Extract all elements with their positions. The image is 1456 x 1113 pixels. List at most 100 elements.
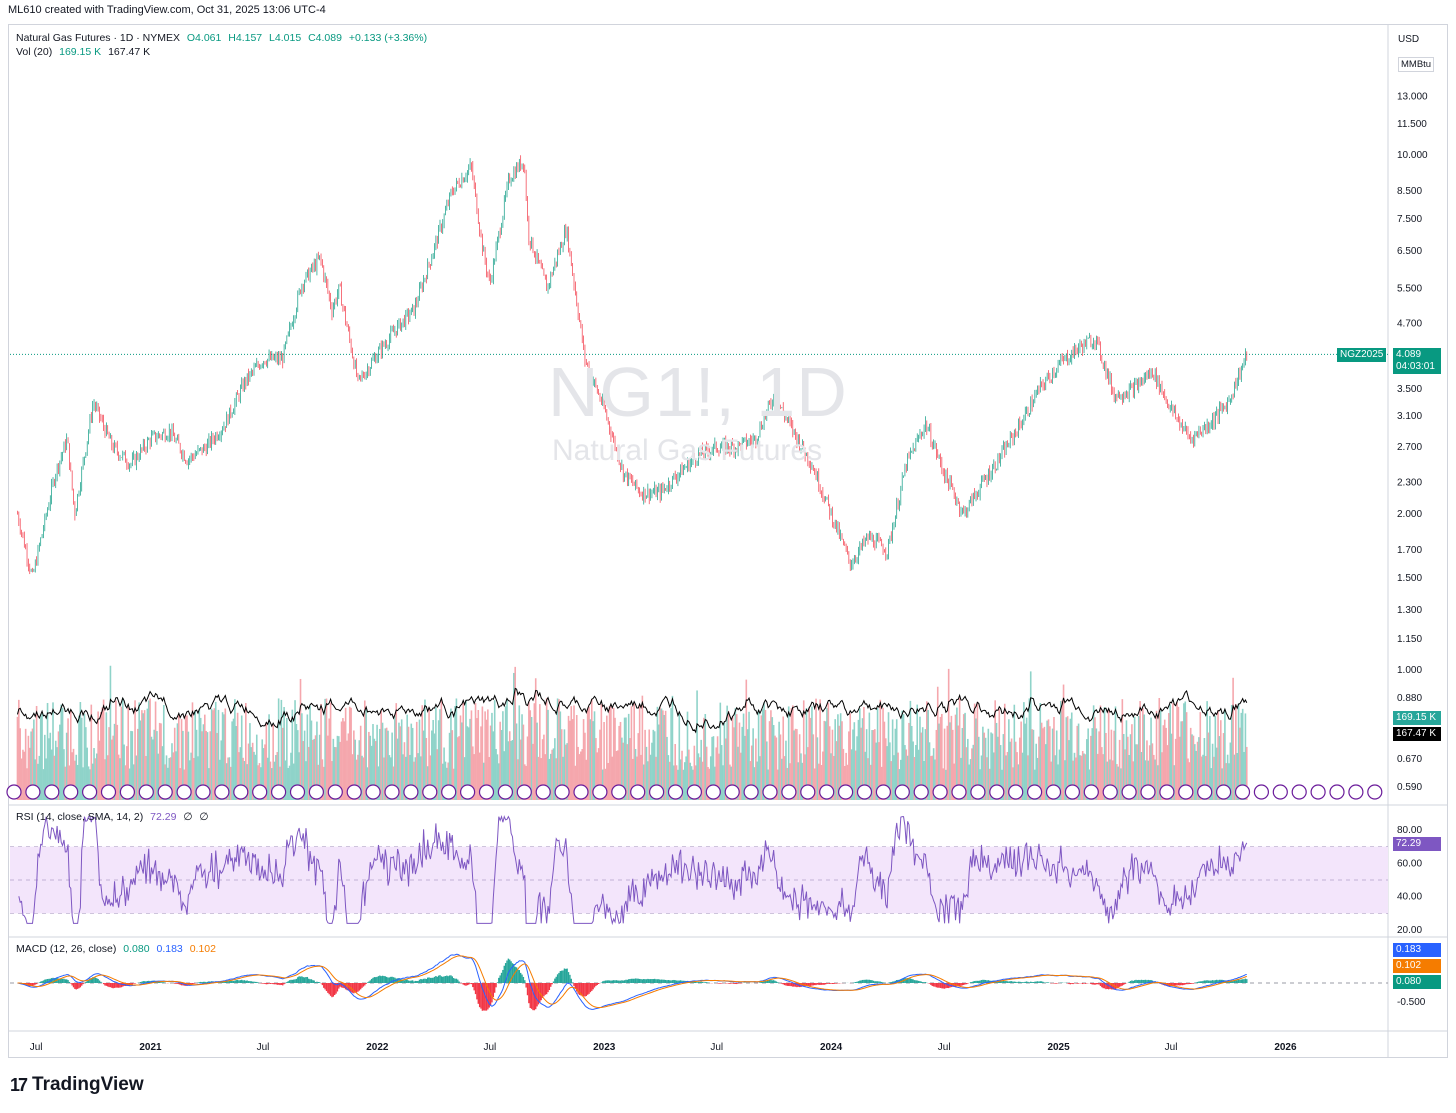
ohlc-change: +0.133 (+3.36%): [348, 32, 428, 44]
volume-value-2: 167.47 K: [108, 46, 151, 58]
rsi-empty-2: ∅: [199, 811, 209, 823]
price-tick-label: 1.300: [1397, 605, 1422, 616]
macd-tag-1: 0.183: [1393, 943, 1441, 957]
event-marker-icon: [195, 784, 211, 800]
event-marker-icon: [1329, 784, 1345, 800]
event-marker-icon: [176, 784, 192, 800]
event-marker-icon: [1291, 784, 1307, 800]
symbol-title: Natural Gas Futures · 1D · NYMEX: [16, 32, 180, 44]
symbol-legend[interactable]: Natural Gas Futures · 1D · NYMEX O4.061 …: [16, 32, 431, 44]
ohlc-close: C4.089: [308, 32, 342, 44]
event-marker-icon: [762, 784, 778, 800]
macd-tag-2: 0.102: [1393, 959, 1441, 973]
event-marker-icon: [384, 784, 400, 800]
rsi-tick-label: 40.00: [1397, 892, 1422, 903]
tradingview-logo-icon: 17: [10, 1074, 28, 1095]
volume-label: Vol (20): [16, 46, 53, 58]
event-marker-icon: [422, 784, 438, 800]
macd-value-3: 0.102: [189, 943, 216, 955]
rsi-tick-label: 20.00: [1397, 925, 1422, 936]
time-tick-label: 2021: [139, 1042, 162, 1053]
macd-legend[interactable]: MACD (12, 26, close) 0.080 0.183 0.102: [16, 943, 220, 955]
event-marker-icon: [686, 784, 703, 800]
time-tick-label: 2022: [366, 1042, 389, 1053]
event-marker-icon: [1064, 784, 1081, 800]
event-marker-icon: [25, 784, 41, 800]
symbol-watermark: NG1!, 1D: [548, 353, 848, 431]
event-marker-icon: [932, 784, 948, 800]
rsi-tag: 72.29: [1393, 837, 1441, 851]
event-marker-icon: [1140, 784, 1156, 800]
event-marker-icon: [894, 784, 910, 800]
event-marker-icon: [875, 784, 892, 800]
event-marker-icon: [157, 784, 173, 800]
event-marker-icon: [252, 784, 268, 800]
price-tick-label: 6.500: [1397, 246, 1422, 257]
ohlc-low: L4.015: [269, 32, 302, 44]
macd-value-1: 0.080: [123, 943, 150, 955]
event-marker-icon: [441, 784, 457, 800]
event-marker-icon: [781, 784, 797, 800]
symbol-watermark-sub: Natural Gas Futures: [552, 434, 823, 467]
event-marker-icon: [837, 784, 854, 800]
event-marker-icon: [1215, 784, 1232, 800]
price-tick-label: 8.500: [1397, 186, 1422, 197]
event-marker-icon: [403, 784, 419, 800]
event-marker-icon: [289, 784, 306, 800]
time-tick-label: Jul: [30, 1042, 43, 1053]
event-marker-icon: [913, 784, 929, 800]
time-tick-label: Jul: [1165, 1042, 1178, 1053]
ohlc-high: H4.157: [228, 32, 263, 44]
price-tag-countdown: 04:03:01: [1396, 361, 1435, 372]
event-marker-icon: [573, 784, 589, 800]
event-marker-icon: [81, 784, 98, 800]
rsi-value: 72.29: [150, 811, 177, 823]
volume-legend[interactable]: Vol (20) 169.15 K 167.47 K: [16, 46, 154, 58]
price-tick-label: 11.500: [1397, 119, 1427, 130]
price-tag-value: 4.089: [1396, 349, 1422, 360]
volume-ma-line: [16, 687, 1248, 734]
event-marker-icon: [138, 784, 154, 800]
event-marker-icon: [648, 784, 665, 800]
event-marker-icon: [856, 784, 873, 800]
event-marker-icon: [44, 784, 60, 800]
event-marker-icon: [1367, 784, 1383, 800]
ohlc-open: O4.061: [186, 32, 222, 44]
time-tick-label: 2023: [593, 1042, 616, 1053]
event-marker-icon: [819, 784, 835, 800]
volume-tag-1: 169.15 K: [1393, 711, 1441, 725]
event-marker-icon: [271, 784, 287, 800]
event-marker-icon: [970, 784, 986, 800]
volume-tag-2: 167.47 K: [1393, 727, 1441, 741]
unit-label[interactable]: MMBtu: [1398, 57, 1435, 72]
time-tick-label: Jul: [257, 1042, 270, 1053]
rsi-tick-label: 60.00: [1397, 858, 1422, 869]
event-marker-icon: [705, 784, 721, 800]
event-marker-icon: [1083, 784, 1099, 800]
price-tick-label: 3.100: [1397, 411, 1422, 422]
event-marker-icon: [630, 784, 646, 800]
event-marker-icon: [1008, 784, 1024, 800]
event-marker-icon: [1310, 784, 1326, 800]
event-marker-icon: [592, 784, 608, 800]
price-tick-label: 7.500: [1397, 214, 1422, 225]
event-marker-icon: [800, 784, 816, 800]
tradingview-brand[interactable]: 17 TradingView: [10, 1074, 144, 1096]
event-marker-icon: [497, 784, 513, 800]
time-tick-label: 2026: [1274, 1042, 1297, 1053]
price-tick-label: 1.000: [1397, 665, 1422, 676]
macd-line: [17, 953, 1247, 1010]
price-tick-label: 2.700: [1397, 442, 1422, 453]
time-tick-label: Jul: [483, 1042, 496, 1053]
event-marker-icon: [119, 784, 136, 800]
price-tick-label: 2.300: [1397, 478, 1422, 489]
currency-label[interactable]: USD: [1398, 34, 1420, 45]
event-marker-icon: [989, 784, 1005, 800]
event-marker-icon: [1121, 784, 1137, 800]
rsi-tick-label: 80.00: [1397, 825, 1422, 836]
event-marker-icon: [214, 784, 230, 800]
event-marker-icon: [1026, 784, 1043, 800]
rsi-legend[interactable]: RSI (14, close, SMA, 14, 2) 72.29 ∅ ∅: [16, 811, 213, 823]
event-marker-icon: [308, 784, 324, 800]
